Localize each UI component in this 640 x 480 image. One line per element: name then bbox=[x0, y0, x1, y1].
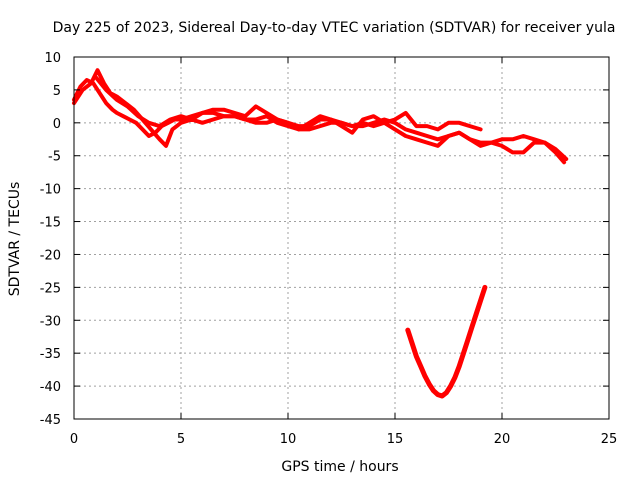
x-axis-title: GPS time / hours bbox=[281, 459, 398, 475]
series-line-sdtvar-main-3 bbox=[93, 74, 483, 135]
chart-title: Day 225 of 2023, Sidereal Day-to-day VTE… bbox=[53, 20, 616, 36]
y-tick-label: 5 bbox=[53, 84, 61, 99]
plot-frame bbox=[73, 56, 610, 420]
y-tick-label: -30 bbox=[40, 314, 61, 329]
series-layer bbox=[72, 68, 569, 399]
y-tick-label: 10 bbox=[44, 51, 61, 66]
y-tick-label: -40 bbox=[40, 380, 61, 395]
y-tick-label: -20 bbox=[40, 248, 61, 263]
x-tick-label: 0 bbox=[70, 432, 78, 447]
x-tick-label: 15 bbox=[387, 432, 404, 447]
x-tick-label: 25 bbox=[601, 432, 618, 447]
y-tick-label: -15 bbox=[40, 216, 61, 231]
y-tick-label: -35 bbox=[40, 347, 61, 362]
y-tick-label: -5 bbox=[48, 150, 61, 165]
axis-ticks bbox=[73, 56, 610, 420]
x-tick-label: 20 bbox=[494, 432, 511, 447]
x-tick-label: 10 bbox=[280, 432, 297, 447]
series-line-sdtvar-lower-arc bbox=[405, 284, 488, 399]
tick-labels: 0 5 10 15 20 25 10 5 0 -5 -10 -15 -20 -25 -30 -35 -40 -45 bbox=[40, 51, 618, 447]
y-axis-title: SDTVAR / TECUs bbox=[7, 182, 23, 297]
y-tick-label: -45 bbox=[40, 413, 61, 428]
x-tick-label: 5 bbox=[177, 432, 185, 447]
y-tick-label: -10 bbox=[40, 183, 61, 198]
y-tick-label: 0 bbox=[53, 117, 61, 132]
y-tick-label: -25 bbox=[40, 281, 61, 296]
